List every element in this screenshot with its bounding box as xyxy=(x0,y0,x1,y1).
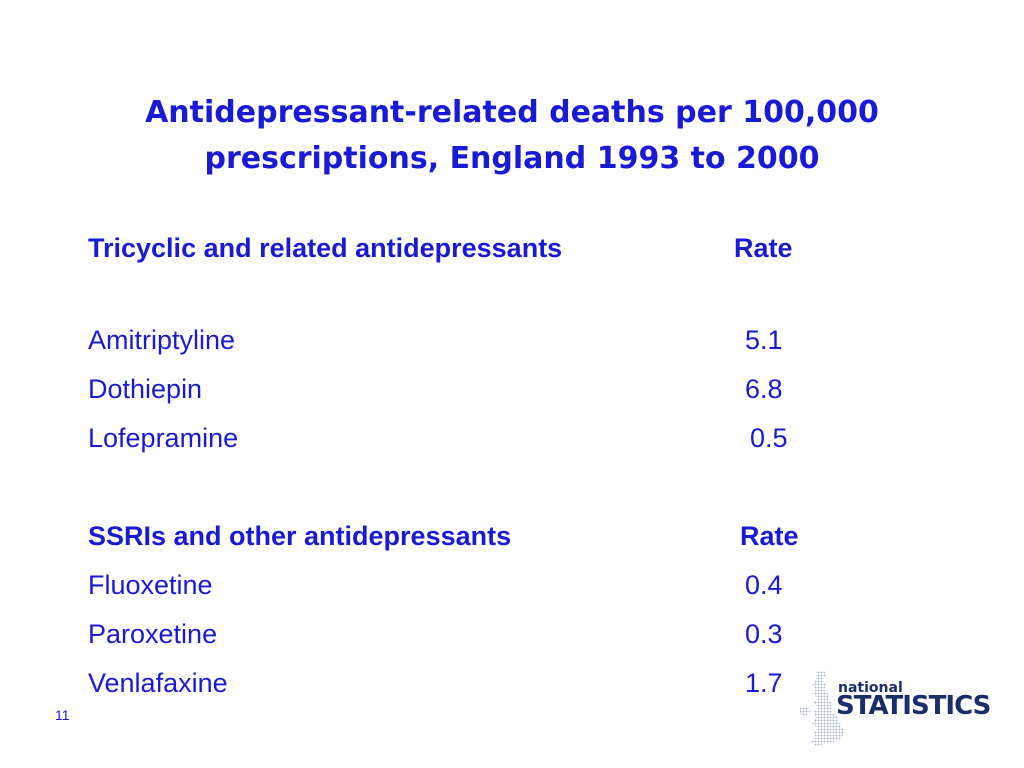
tricyclic-rate-label: Rate xyxy=(734,233,793,263)
drug-rate: 1.7 xyxy=(745,668,783,698)
ssri-rate-label: Rate xyxy=(740,521,799,551)
drug-name: Venlafaxine xyxy=(88,668,228,698)
drug-name: Dothiepin xyxy=(88,374,203,404)
drug-rate: 6.8 xyxy=(745,374,783,404)
ssri-header: SSRIs and other antidepressants xyxy=(88,521,512,551)
drug-rate: 0.3 xyxy=(745,619,783,649)
drug-name: Amitriptyline xyxy=(88,325,236,355)
slide-title: Antidepressant-related deaths per 100,00… xyxy=(0,90,1024,182)
drug-rate: 0.5 xyxy=(750,423,788,453)
title-line-1: Antidepressant-related deaths per 100,00… xyxy=(145,95,879,130)
logo-text-national: national xyxy=(838,680,903,696)
logo-text-statistics: STATISTICS xyxy=(836,691,991,721)
drug-rate: 5.1 xyxy=(745,325,783,355)
slide-number: 11 xyxy=(55,707,70,723)
drug-rate: 0.4 xyxy=(745,570,783,600)
drug-name: Fluoxetine xyxy=(88,570,213,600)
title-line-2: prescriptions, England 1993 to 2000 xyxy=(204,141,820,176)
uk-map-icon xyxy=(800,670,844,746)
drug-name: Lofepramine xyxy=(88,423,239,453)
drug-name: Paroxetine xyxy=(88,619,218,649)
tricyclic-header: Tricyclic and related antidepressants xyxy=(88,233,563,263)
national-statistics-logo: national STATISTICS xyxy=(796,668,991,750)
